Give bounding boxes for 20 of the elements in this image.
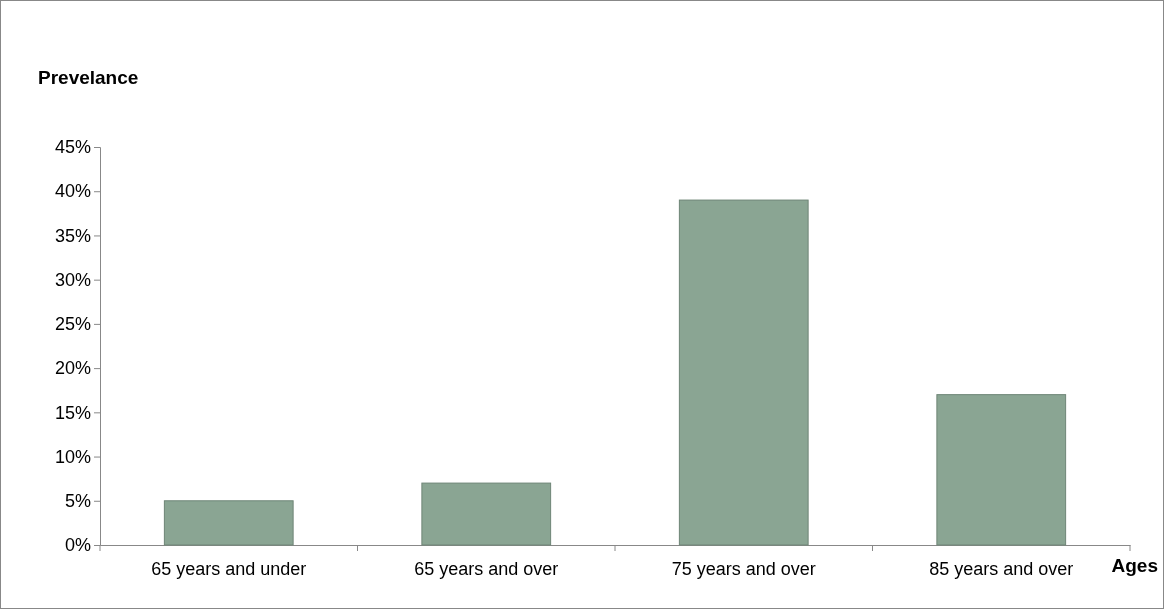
y-tick-label: 35% — [54, 225, 91, 246]
bar — [936, 394, 1067, 546]
y-tick-label: 40% — [54, 181, 91, 202]
y-tick-label: 45% — [54, 137, 91, 158]
bar — [678, 199, 809, 546]
x-axis-title: Ages — [1111, 555, 1158, 576]
y-tick-label: 5% — [64, 491, 91, 512]
y-tick-label: 10% — [54, 446, 91, 467]
y-tick-label: 15% — [54, 402, 91, 423]
x-tick-label: 65 years and under — [151, 559, 307, 579]
y-tick-label: 0% — [64, 535, 91, 556]
bar — [421, 482, 552, 546]
y-tick-label: 20% — [54, 358, 91, 379]
bar — [163, 500, 294, 546]
y-tick-label: 25% — [54, 314, 91, 335]
x-tick-label: 75 years and over — [671, 559, 816, 579]
y-axis-title: Prevelance — [38, 67, 139, 88]
x-tick-label: 85 years and over — [929, 559, 1074, 579]
y-tick-label: 30% — [54, 269, 91, 290]
x-tick-label: 65 years and over — [414, 559, 559, 579]
